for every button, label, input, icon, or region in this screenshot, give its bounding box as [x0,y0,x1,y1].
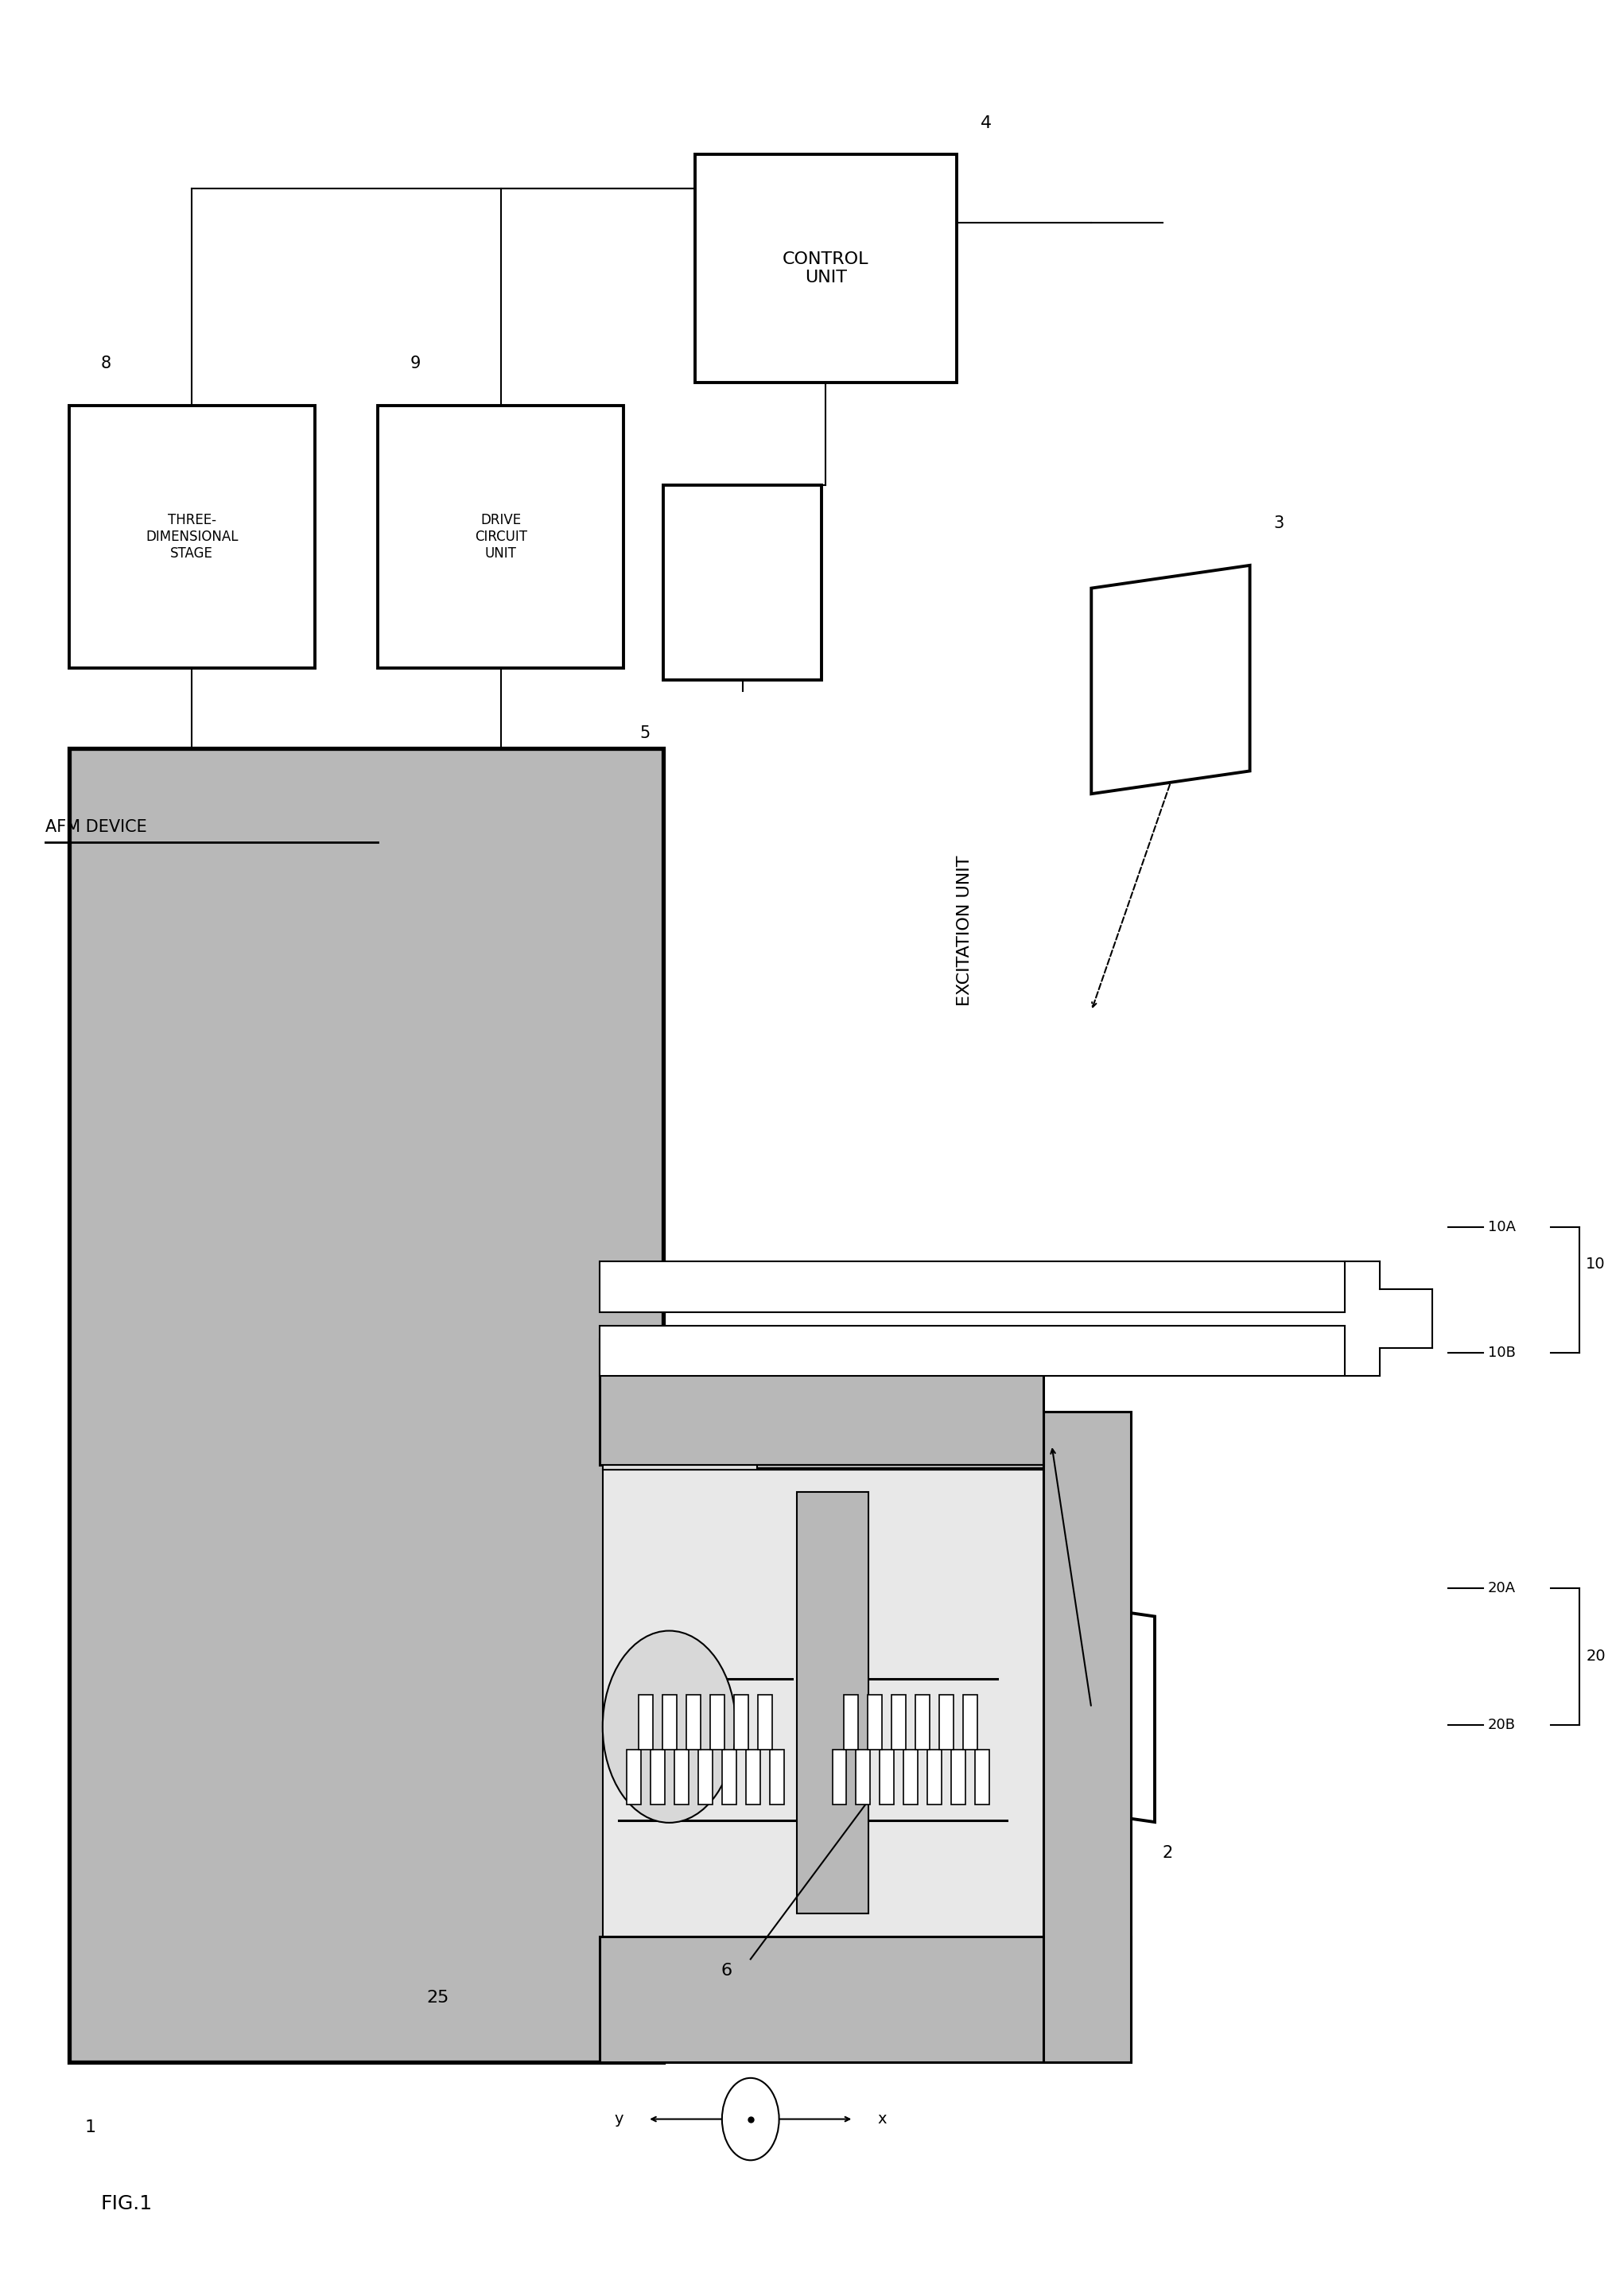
Bar [603,1469,1045,1936]
Bar [746,1750,759,1805]
Bar [695,154,956,383]
Bar [904,1750,917,1805]
Bar [600,1261,1344,1311]
Polygon shape [996,1593,1154,1823]
Circle shape [722,2078,779,2161]
Text: y: y [614,2112,624,2126]
Bar [758,1694,772,1750]
Bar [951,1750,966,1805]
Text: 20A: 20A [1488,1580,1515,1596]
Bar [758,1465,1045,1467]
Text: 6: 6 [721,1963,732,1979]
Text: 2: 2 [1162,1846,1174,1860]
Text: 20: 20 [1586,1649,1606,1665]
Text: 9: 9 [409,356,421,372]
Text: 1: 1 [85,2119,97,2135]
Bar [832,1750,846,1805]
Text: 5: 5 [640,726,650,742]
Bar [638,1694,653,1750]
Bar [722,1750,737,1805]
Bar [940,1694,954,1750]
Text: DRIVE
CIRCUIT
UNIT: DRIVE CIRCUIT UNIT [474,512,527,560]
Text: EXCITATION UNIT: EXCITATION UNIT [956,856,972,1006]
Bar [687,1694,701,1750]
Bar [69,406,314,668]
Bar [975,1750,990,1805]
Bar [769,1750,783,1805]
Bar [796,1492,869,1913]
Text: 25: 25 [426,1991,448,2007]
Bar [600,1936,1132,2062]
Bar [379,406,624,668]
Polygon shape [1091,565,1249,794]
Text: 3: 3 [1273,514,1285,530]
Text: CONTROL
UNIT: CONTROL UNIT [783,250,869,285]
Bar [845,1694,859,1750]
Text: 10B: 10B [1488,1345,1515,1359]
Text: FIG.1: FIG.1 [100,2195,153,2213]
Bar [663,1694,677,1750]
Text: 10A: 10A [1488,1219,1515,1235]
Bar [600,1325,1344,1375]
Bar [733,1694,748,1750]
Bar [856,1750,870,1805]
Bar [651,1750,664,1805]
Bar [880,1750,895,1805]
Bar [711,1694,724,1750]
Bar [603,1465,1045,1469]
Text: THREE-
DIMENSIONAL
STAGE: THREE- DIMENSIONAL STAGE [145,512,239,560]
Text: x: x [877,2112,887,2126]
Bar [698,1750,713,1805]
Bar [927,1750,941,1805]
Bar [867,1694,882,1750]
Circle shape [603,1630,735,1823]
Bar [664,484,822,680]
Text: 8: 8 [100,356,111,372]
Bar [600,1339,1045,1465]
Text: AFM DEVICE: AFM DEVICE [45,820,147,836]
Bar [69,748,664,2062]
Text: 20B: 20B [1488,1717,1515,1731]
Text: 10: 10 [1586,1256,1606,1272]
Bar [674,1750,688,1805]
Bar [1045,1412,1132,2062]
Bar [916,1694,930,1750]
Bar [891,1694,906,1750]
Bar [627,1750,642,1805]
Bar [962,1694,977,1750]
Text: 4: 4 [980,115,991,131]
